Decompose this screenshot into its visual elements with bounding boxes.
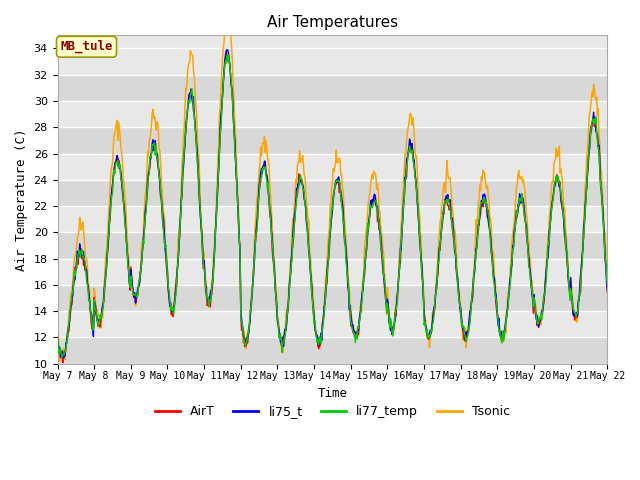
- Bar: [58, 232, 607, 259]
- Y-axis label: Air Temperature (C): Air Temperature (C): [15, 128, 28, 271]
- Bar: [58, 180, 607, 206]
- Bar: [58, 285, 607, 311]
- Bar: [58, 337, 607, 364]
- Bar: [58, 75, 607, 101]
- Bar: [58, 127, 607, 154]
- Text: MB_tule: MB_tule: [60, 40, 113, 53]
- X-axis label: Time: Time: [317, 387, 348, 400]
- Legend: AirT, li75_t, li77_temp, Tsonic: AirT, li75_t, li77_temp, Tsonic: [150, 400, 515, 423]
- Title: Air Temperatures: Air Temperatures: [267, 15, 398, 30]
